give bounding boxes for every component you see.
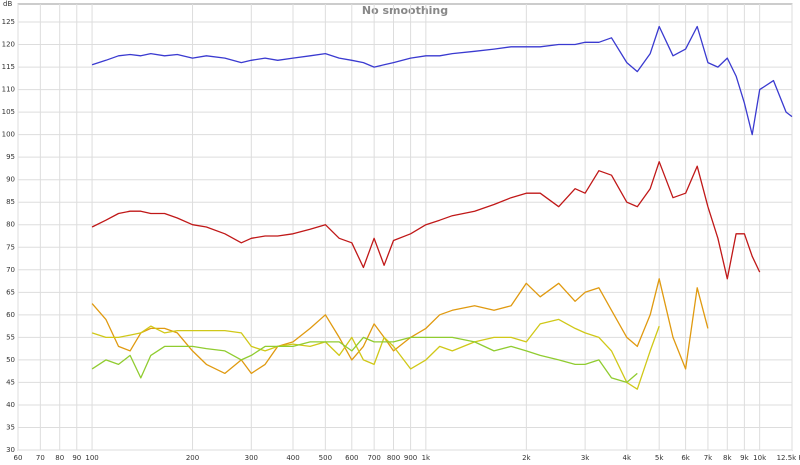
x-tick-label: 7k (704, 454, 713, 462)
x-tick-label: 5k (655, 454, 664, 462)
y-tick-label: 60 (6, 311, 15, 319)
x-tick-label: 9k (740, 454, 749, 462)
x-tick-label: 600 (345, 454, 358, 462)
x-tick-label: 3k (581, 454, 590, 462)
series-line (91, 336, 638, 384)
x-tick-label: 10k (753, 454, 767, 462)
x-tick-label: 60 (14, 454, 23, 462)
x-tick-label: 6k (681, 454, 690, 462)
y-tick-label: 65 (6, 288, 15, 296)
x-tick-label: 300 (245, 454, 258, 462)
y-tick-label: 70 (6, 266, 15, 274)
y-tick-label: 45 (6, 378, 15, 386)
x-tick-label: 900 (404, 454, 417, 462)
x-tick-label: 200 (186, 454, 199, 462)
x-tick-label: 700 (367, 454, 380, 462)
series-line (91, 318, 660, 390)
x-tick-label: 2k (522, 454, 531, 462)
x-tick-label: 12.5k Hz (777, 454, 800, 462)
y-tick-label: 85 (6, 198, 15, 206)
chart-title: No smoothing (362, 4, 448, 17)
y-tick-label: 110 (2, 86, 15, 94)
x-tick-label: 70 (36, 454, 45, 462)
y-tick-label: 100 (2, 131, 15, 139)
y-tick-label: 120 (2, 41, 15, 49)
plot-area (17, 3, 793, 451)
y-tick-label: 40 (6, 401, 15, 409)
x-tick-label: 1k (422, 454, 431, 462)
y-tick-label: 125 (2, 18, 15, 26)
series-line (91, 161, 761, 280)
y-tick-label: 95 (6, 153, 15, 161)
y-tick-label: 75 (6, 243, 15, 251)
x-tick-label: 500 (319, 454, 332, 462)
x-tick-label: 80 (55, 454, 64, 462)
y-tick-label: 50 (6, 356, 15, 364)
y-tick-label: 90 (6, 176, 15, 184)
x-tick-label: 90 (72, 454, 81, 462)
series-line (91, 278, 709, 375)
x-tick-label: 8k (723, 454, 732, 462)
y-tick-label: 55 (6, 333, 15, 341)
series-line (91, 25, 793, 136)
y-axis-label: dB (3, 0, 12, 8)
y-tick-label: 115 (2, 63, 15, 71)
x-tick-label: 100 (85, 454, 98, 462)
x-tick-label: 800 (387, 454, 400, 462)
x-tick-label: 4k (623, 454, 632, 462)
y-tick-label: 30 (6, 446, 15, 454)
y-tick-label: 35 (6, 423, 15, 431)
y-tick-label: 80 (6, 221, 15, 229)
y-tick-label: 105 (2, 108, 15, 116)
x-tick-label: 400 (286, 454, 299, 462)
